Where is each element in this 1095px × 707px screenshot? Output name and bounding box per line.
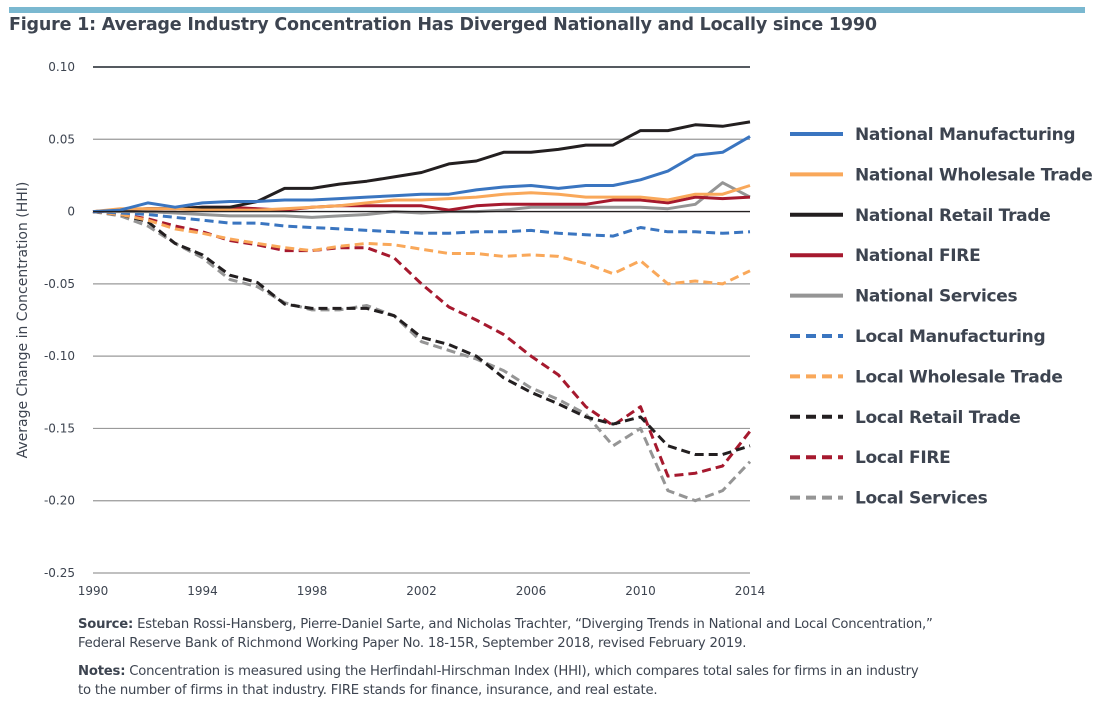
- figure-title: Figure 1: Average Industry Concentration…: [9, 15, 877, 35]
- y-tick-label: 0.10: [48, 60, 75, 74]
- notes-line-2: to the number of firms in that industry.…: [78, 683, 658, 698]
- x-tick-label: 2002: [406, 584, 437, 598]
- series-line-local-manufacturing: [92, 210, 751, 238]
- y-tick-label: -0.20: [44, 494, 75, 508]
- x-tick-label: 2006: [516, 584, 547, 598]
- source-line-2: Federal Reserve Bank of Richmond Working…: [78, 636, 747, 651]
- legend-label: Local FIRE: [855, 448, 950, 468]
- source-line-1: Esteban Rossi-Hansberg, Pierre-Daniel Sa…: [133, 617, 933, 632]
- legend-label: National Wholesale Trade: [855, 165, 1093, 185]
- series-line-national-wholesale-trade: [92, 184, 751, 214]
- x-tick-label: 1990: [78, 584, 109, 598]
- series-line-local-retail-trade: [92, 210, 751, 456]
- source-label: Source:: [78, 617, 134, 632]
- legend-label: National Services: [855, 287, 1018, 307]
- series-line-national-services: [93, 181, 751, 219]
- y-tick-label: -0.25: [44, 566, 75, 580]
- legend-label: Local Retail Trade: [855, 408, 1020, 428]
- y-axis-label: Average Change in Concentration (HHI): [15, 182, 31, 459]
- legend-label: National Manufacturing: [855, 125, 1075, 145]
- legend-label: National Retail Trade: [855, 206, 1050, 226]
- notes-line-1: Concentration is measured using the Herf…: [125, 664, 919, 679]
- legend-label: Local Manufacturing: [855, 327, 1045, 347]
- x-tick-label: 1994: [187, 584, 218, 598]
- series-line-local-wholesale-trade: [92, 210, 751, 286]
- x-tick-label: 2010: [625, 584, 656, 598]
- legend-label: Local Services: [855, 489, 988, 509]
- y-tick-label: 0: [67, 205, 75, 219]
- x-tick-label: 1998: [297, 584, 328, 598]
- x-tick-label: 2014: [735, 584, 766, 598]
- notes: Notes: Concentration is measured using t…: [78, 662, 919, 700]
- y-tick-label: -0.05: [44, 277, 75, 291]
- y-tick-label: 0.05: [48, 132, 75, 146]
- series-line-local-services: [92, 210, 752, 503]
- y-tick-label: -0.15: [44, 421, 75, 435]
- series-line-local-fire: [92, 210, 752, 478]
- notes-label: Notes:: [78, 664, 126, 679]
- series-line-national-retail-trade: [92, 120, 751, 214]
- header-accent-bar: [9, 7, 1085, 13]
- legend-label: Local Wholesale Trade: [855, 367, 1063, 387]
- source-note: Source: Esteban Rossi-Hansberg, Pierre-D…: [78, 615, 933, 653]
- y-tick-label: -0.10: [44, 349, 75, 363]
- legend-label: National FIRE: [855, 246, 980, 266]
- series-line-national-manufacturing: [92, 135, 751, 214]
